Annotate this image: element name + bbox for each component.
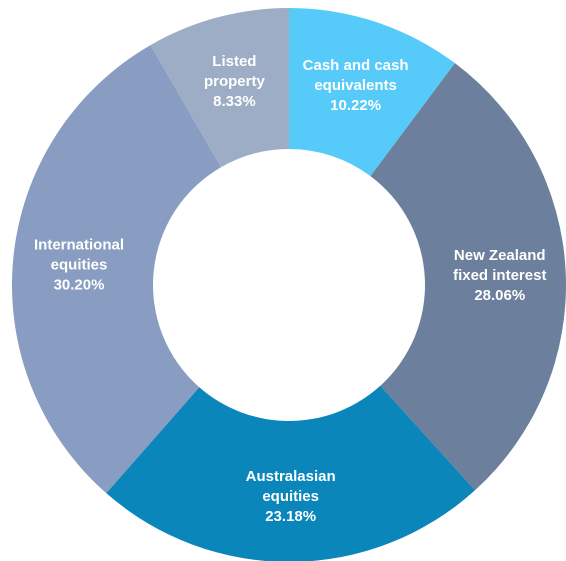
slice-label-cash-and-cash-equivalents: Cash and cash equivalents 10.22% bbox=[303, 57, 409, 114]
slice-australasian-equities bbox=[106, 385, 475, 561]
slice-listed-property bbox=[150, 8, 289, 168]
slice-label-line-listed-property: Listed bbox=[212, 53, 256, 70]
slices-layer bbox=[12, 8, 566, 561]
slice-new-zealand-fixed-interest bbox=[370, 63, 566, 491]
slice-label-line-new-zealand-fixed-interest: fixed interest bbox=[453, 267, 546, 284]
slice-label-line-international-equities: equities bbox=[51, 256, 108, 273]
slice-value-listed-property: 8.33% bbox=[213, 93, 256, 110]
slice-label-line-new-zealand-fixed-interest: New Zealand bbox=[454, 247, 546, 264]
slice-value-australasian-equities: 23.18% bbox=[265, 508, 316, 525]
slice-value-cash-and-cash-equivalents: 10.22% bbox=[330, 97, 381, 114]
slice-label-new-zealand-fixed-interest: New Zealand fixed interest 28.06% bbox=[453, 247, 546, 304]
slice-label-international-equities: International equities 30.20% bbox=[34, 236, 124, 293]
slice-label-line-listed-property: property bbox=[204, 73, 266, 90]
slice-label-line-cash-and-cash-equivalents: Cash and cash bbox=[303, 57, 409, 74]
slice-value-new-zealand-fixed-interest: 28.06% bbox=[474, 287, 525, 304]
labels-layer: Cash and cash equivalents 10.22% New Zealan… bbox=[34, 53, 546, 525]
slice-label-line-australasian-equities: equities bbox=[262, 488, 319, 505]
slice-value-international-equities: 30.20% bbox=[54, 276, 105, 293]
slice-cash-and-cash-equivalents bbox=[289, 8, 455, 177]
slice-label-listed-property: Listed property 8.33% bbox=[204, 53, 266, 110]
slice-international-equities bbox=[12, 45, 222, 494]
slice-label-line-australasian-equities: Australasian bbox=[246, 468, 336, 485]
slice-label-line-international-equities: International bbox=[34, 236, 124, 253]
slice-label-line-cash-and-cash-equivalents: equivalents bbox=[314, 77, 397, 94]
slice-label-australasian-equities: Australasian equities 23.18% bbox=[246, 468, 336, 525]
